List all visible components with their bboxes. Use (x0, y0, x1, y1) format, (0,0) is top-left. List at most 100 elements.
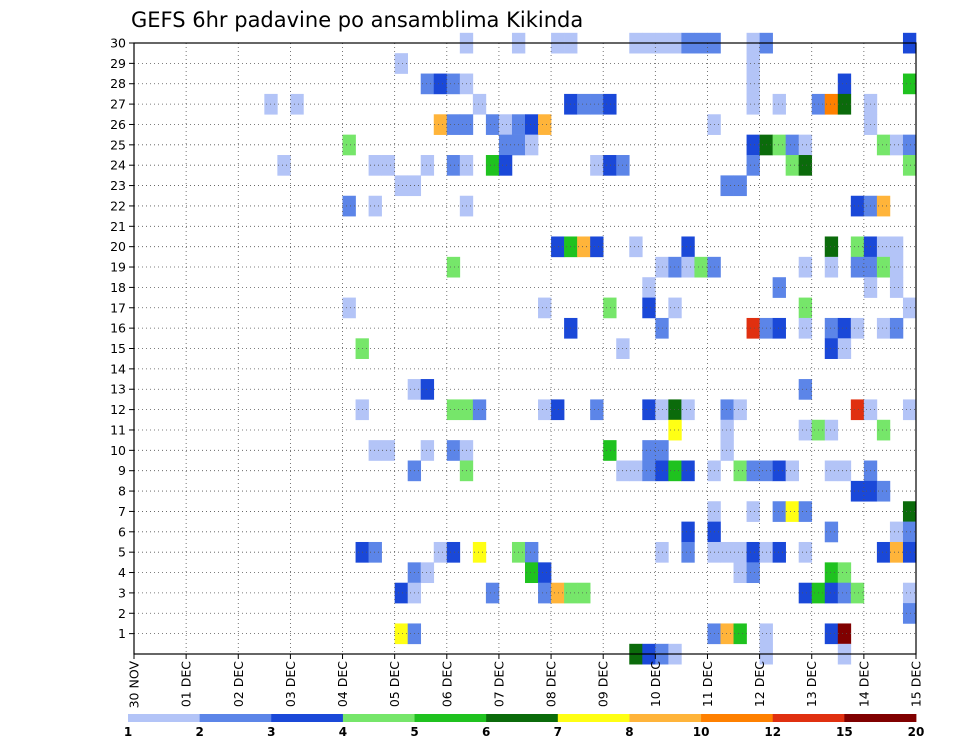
heatmap-cell (837, 317, 852, 339)
x-tick-label: 03 DEC (283, 661, 298, 707)
heatmap-cell (720, 623, 734, 645)
y-tick-label: 22 (110, 198, 126, 213)
heatmap-cell (824, 419, 839, 441)
x-tick-label: 02 DEC (231, 661, 246, 707)
heatmap-cell (538, 297, 552, 319)
heatmap-cell (668, 460, 682, 482)
heatmap-cell (420, 562, 435, 584)
heatmap-cell (642, 399, 656, 421)
x-tick-label: 14 DEC (856, 661, 871, 707)
heatmap-cell (433, 73, 448, 95)
heatmap-cell (681, 541, 695, 563)
heatmap-cell (798, 541, 813, 563)
legend-swatch (772, 714, 845, 722)
legend-label: 4 (339, 725, 347, 739)
heatmap-cell (837, 623, 852, 645)
legend-label: 5 (410, 725, 418, 739)
heatmap-cell (629, 460, 643, 482)
y-tick-label: 4 (118, 565, 126, 580)
heatmap-cell (746, 53, 760, 74)
heatmap-cell (876, 317, 891, 339)
heatmap-cell (368, 195, 382, 217)
heatmap-cell (837, 338, 852, 359)
heatmap-cell (538, 114, 552, 135)
y-tick-label: 9 (118, 463, 126, 478)
heatmap-cell (772, 460, 786, 482)
heatmap-cell (538, 582, 552, 604)
heatmap-cell (472, 541, 487, 563)
heatmap-cell (590, 236, 604, 258)
heatmap-cell (642, 460, 656, 482)
heatmap-cell (902, 73, 917, 95)
heatmap-cell (525, 114, 539, 135)
heatmap-cell (798, 317, 813, 339)
y-tick-label: 29 (110, 56, 126, 71)
heatmap-cell (668, 256, 682, 278)
legend-swatch (342, 714, 415, 722)
heatmap-cell (824, 236, 839, 258)
heatmap-cell (681, 236, 695, 258)
x-tick-label: 07 DEC (491, 661, 506, 707)
y-tick-label: 24 (110, 158, 126, 173)
heatmap-cell (720, 399, 734, 421)
heatmap-cell (902, 521, 917, 543)
heatmap-cell (277, 155, 291, 176)
heatmap-cell (394, 175, 408, 197)
y-tick-label: 30 (110, 36, 126, 51)
heatmap-cell (824, 623, 839, 645)
x-axis: 30 NOV 01 DEC 02 DEC 03 DEC 04 DEC 05 DEC 06 D… (127, 654, 924, 708)
heatmap-cell (824, 521, 839, 543)
heatmap-cell (538, 399, 552, 421)
legend-swatch (414, 714, 487, 722)
heatmap-cell (720, 440, 734, 461)
y-tick-label: 6 (118, 524, 126, 539)
heatmap-cell (850, 236, 865, 258)
heatmap-cell (876, 195, 891, 217)
heatmap-cell (850, 399, 865, 421)
heatmap-cell (902, 582, 917, 604)
heatmap-cell (824, 317, 839, 339)
heatmap-cell (381, 155, 395, 176)
heatmap-cell (837, 562, 852, 584)
heatmap-cell (446, 256, 461, 278)
heatmap-cell (876, 134, 891, 156)
heatmap-cell (902, 603, 917, 624)
heatmap-cell (733, 399, 747, 421)
heatmap-cell (433, 541, 448, 563)
heatmap-cell (850, 317, 865, 339)
heatmap-cell (824, 256, 839, 278)
legend-label: 6 (482, 725, 490, 739)
heatmap-cell (681, 256, 695, 278)
heatmap-cell (681, 399, 695, 421)
legend-swatch (128, 714, 201, 722)
y-tick-label: 19 (110, 260, 126, 275)
heatmap-cell (785, 501, 799, 522)
heatmap-cell (772, 93, 786, 115)
heatmap-cell (420, 73, 435, 95)
heatmap-cell (837, 73, 852, 95)
heatmap-cell (603, 93, 617, 115)
heatmap-cell (850, 195, 865, 217)
heatmap-cell (824, 460, 839, 482)
heatmap-cell (420, 440, 435, 461)
heatmap-cell (498, 155, 513, 176)
heatmap-cell (746, 93, 760, 115)
legend-label: 20 (908, 725, 925, 739)
heatmap-cell (577, 236, 591, 258)
heatmap-cell (876, 480, 891, 502)
heatmap-cell (694, 256, 708, 278)
legend-swatch (557, 714, 630, 722)
heatmap-cell (889, 521, 904, 543)
heatmap-cell (368, 541, 382, 563)
heatmap-cell (837, 460, 852, 482)
heatmap-cell (889, 277, 904, 298)
legend-label: 15 (836, 725, 853, 739)
heatmap-cell (290, 93, 304, 115)
heatmap-cell (798, 297, 813, 319)
heatmap-cell (798, 134, 813, 156)
heatmap-cell (746, 134, 760, 156)
x-tick-label: 11 DEC (700, 661, 715, 707)
heatmap-cell (902, 541, 917, 563)
legend-swatch (271, 714, 344, 722)
